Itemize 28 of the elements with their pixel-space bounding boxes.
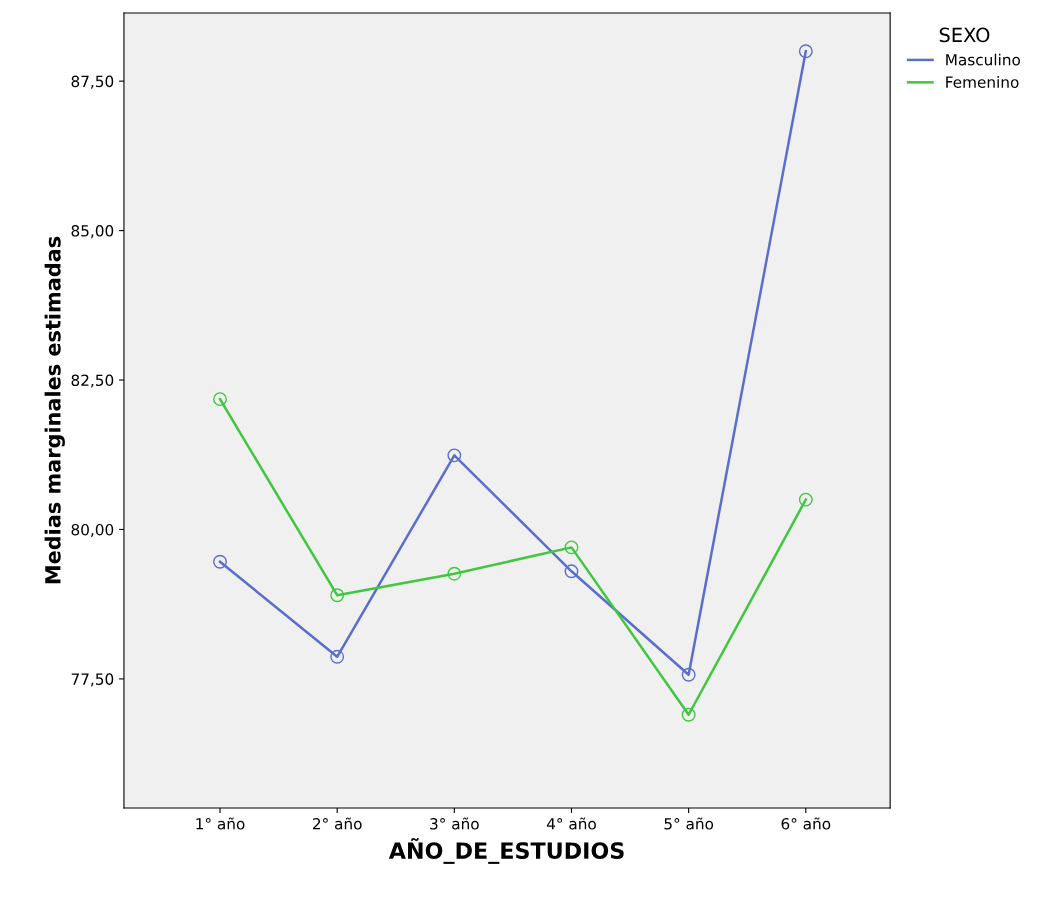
point xyxy=(798,492,813,507)
x-tick-label: 4° año xyxy=(546,817,596,830)
y-tick-label: 82,50 xyxy=(71,374,114,388)
point xyxy=(447,448,462,463)
x-axis-title: AÑO_DE_ESTUDIOS xyxy=(388,838,624,864)
y-tick-label: 87,50 xyxy=(71,75,114,89)
point xyxy=(330,649,345,664)
y-tick-label: 85,00 xyxy=(71,225,114,239)
legend-label: Femenino xyxy=(946,76,1019,88)
point xyxy=(681,707,696,722)
x-tick-label: 3° año xyxy=(430,817,479,830)
point xyxy=(681,667,696,682)
legend-title: SEXO xyxy=(939,27,990,43)
point xyxy=(330,588,345,603)
y-tick-label: 80,00 xyxy=(71,523,114,538)
y-tick-label: 77,50 xyxy=(71,673,114,687)
point xyxy=(213,392,227,407)
x-tick-label: 5° año xyxy=(664,817,714,830)
point xyxy=(213,554,227,569)
legend-label: Masculino xyxy=(946,53,1021,66)
point xyxy=(564,564,579,579)
point xyxy=(798,44,813,59)
x-tick-label: 2° año xyxy=(312,817,362,830)
x-tick-label: 1° año xyxy=(196,817,245,830)
x-tick-label: 6° año xyxy=(781,817,831,830)
point xyxy=(447,566,462,581)
y-axis-title: Medias marginales estimadas xyxy=(44,236,65,584)
point xyxy=(564,540,579,555)
